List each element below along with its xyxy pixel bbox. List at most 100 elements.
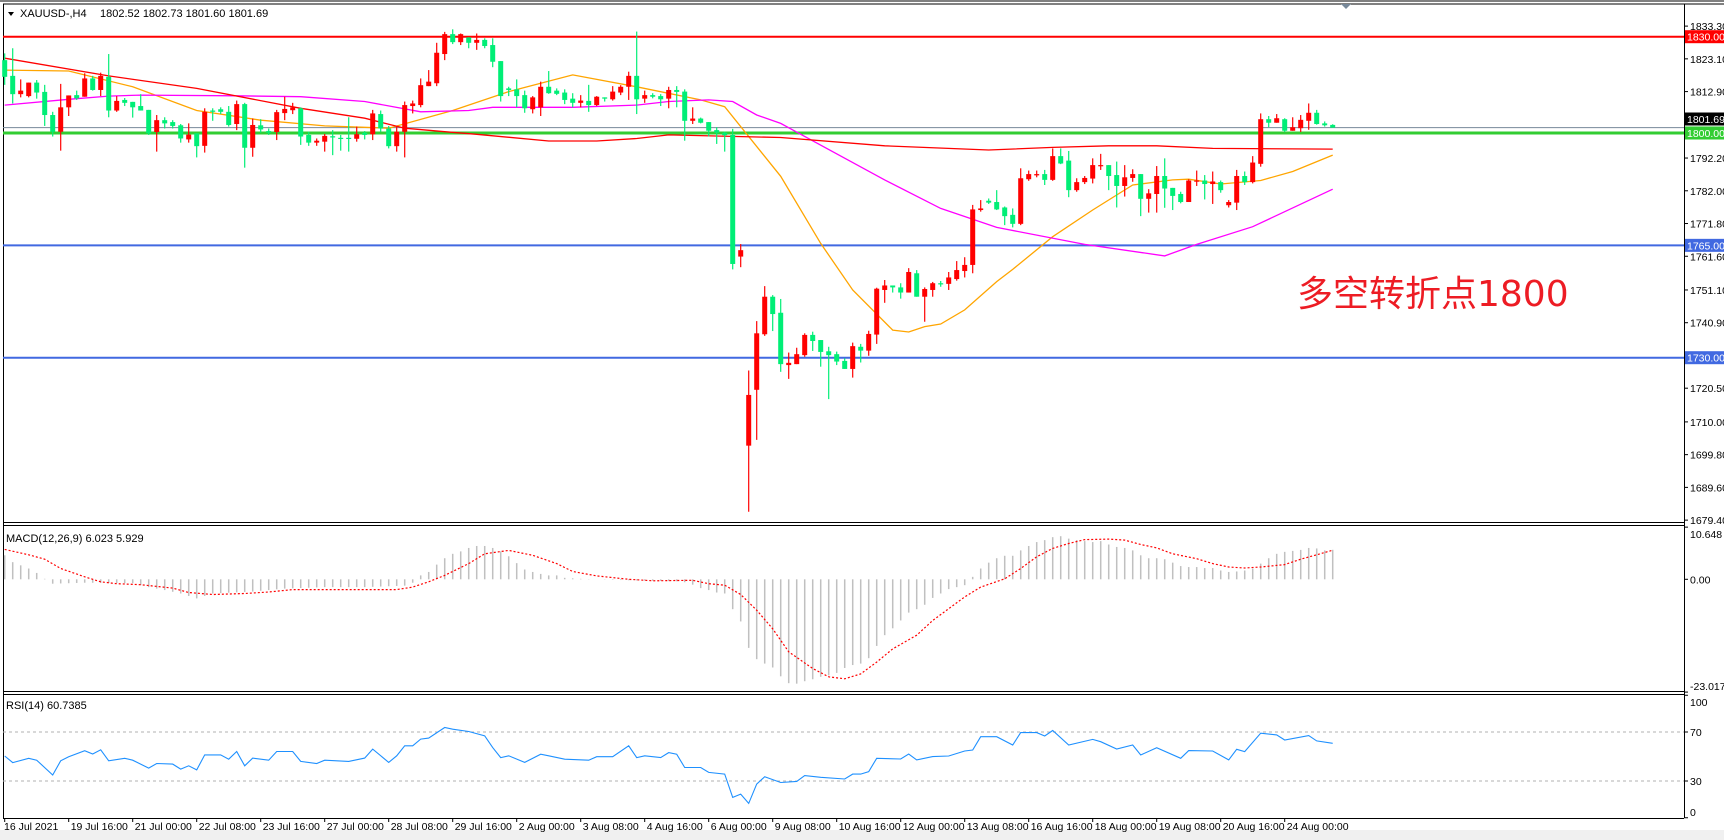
time-tick-label: 2 Aug 00:00 <box>519 821 575 833</box>
candle <box>114 96 120 112</box>
rsi-title: RSI(14) 60.7385 <box>6 700 87 712</box>
candle <box>1074 178 1080 192</box>
candle-body <box>1234 176 1240 203</box>
candle-body <box>762 296 768 335</box>
candle <box>594 96 600 107</box>
candle <box>1098 153 1104 170</box>
candle <box>626 71 632 100</box>
candle <box>1018 168 1024 226</box>
candle <box>426 70 432 87</box>
candle <box>514 79 520 108</box>
candle <box>170 120 176 129</box>
candle-body <box>602 97 608 99</box>
candle-body <box>1122 177 1128 186</box>
time-tick-label: 27 Jul 00:00 <box>327 821 384 833</box>
candle-body <box>458 34 464 43</box>
candle <box>274 109 280 141</box>
level-tag <box>1685 30 1724 44</box>
candle-body <box>714 130 720 133</box>
candle-body <box>554 90 560 94</box>
candle-body <box>1018 178 1024 224</box>
candle-body <box>130 101 136 108</box>
candle <box>746 370 752 512</box>
candle-body <box>34 82 40 93</box>
candle <box>1122 165 1128 197</box>
candle <box>698 117 704 124</box>
candle-body <box>1138 174 1144 199</box>
candle <box>1242 171 1248 186</box>
price-tick-label: 1751.10 <box>1690 285 1724 297</box>
candle <box>850 342 856 378</box>
candle <box>1066 150 1072 198</box>
candle-body <box>50 115 56 132</box>
candle-body <box>122 99 128 103</box>
candle <box>882 280 888 303</box>
candle <box>794 347 800 365</box>
candle <box>1194 170 1200 186</box>
time-tick-label: 29 Jul 16:00 <box>455 821 512 833</box>
price-tick-label: 1823.10 <box>1690 54 1724 66</box>
candle <box>418 78 424 108</box>
annotation-text: 多空转折点1800 <box>1297 274 1569 315</box>
candle <box>2 53 8 85</box>
candle-body <box>506 88 512 90</box>
candle <box>1154 166 1160 213</box>
candle-body <box>770 296 776 315</box>
candle-body <box>1106 165 1112 177</box>
time-tick-label: 23 Jul 16:00 <box>263 821 320 833</box>
symbol-menu-icon[interactable] <box>8 12 14 16</box>
candle-body <box>746 394 752 446</box>
time-tick-label: 18 Aug 00:00 <box>1095 821 1157 833</box>
candle <box>146 109 152 135</box>
candle-body <box>978 208 984 211</box>
candle-body <box>586 100 592 106</box>
panel-frames <box>0 0 1724 819</box>
candle-body <box>874 288 880 335</box>
candle-body <box>1194 180 1200 182</box>
candle <box>978 200 984 212</box>
candles <box>2 29 1336 512</box>
macd-tick-label: -23.017 <box>1690 681 1724 693</box>
candle-body <box>626 75 632 87</box>
candle <box>1274 114 1280 123</box>
candle-body <box>330 136 336 138</box>
candle-body <box>354 134 360 139</box>
candle-body <box>650 95 656 97</box>
candle <box>18 79 24 98</box>
candle-body <box>514 89 520 97</box>
candle <box>1058 148 1064 165</box>
candle-body <box>546 86 552 94</box>
time-tick-label: 16 Jul 2021 <box>4 821 58 833</box>
candle-body <box>1034 174 1040 176</box>
candle <box>1146 189 1152 213</box>
candle <box>1130 169 1136 182</box>
candle-body <box>1058 156 1064 164</box>
candle-body <box>1066 160 1072 191</box>
candle <box>450 29 456 45</box>
candle-body <box>1026 174 1032 180</box>
time-tick-label: 4 Aug 16:00 <box>647 821 703 833</box>
time-tick-label: 16 Aug 16:00 <box>1031 821 1093 833</box>
candle <box>954 261 960 281</box>
level-tag <box>1685 126 1724 140</box>
candle-body <box>418 85 424 106</box>
candle <box>714 127 720 144</box>
candle-body <box>530 97 536 110</box>
candle-body <box>210 110 216 112</box>
candle <box>1114 161 1120 208</box>
candle <box>194 133 200 158</box>
candle-body <box>730 134 736 264</box>
candle-body <box>370 113 376 135</box>
candle <box>722 131 728 152</box>
candle <box>298 107 304 145</box>
candle-body <box>986 200 992 203</box>
time-tick-label: 19 Aug 08:00 <box>1159 821 1221 833</box>
candle <box>1026 170 1032 181</box>
level-tag-label: 1730.00 <box>1687 353 1724 365</box>
candle <box>362 131 368 140</box>
candle-body <box>922 289 928 297</box>
candle-body <box>1226 202 1232 206</box>
candle <box>570 93 576 108</box>
chart-shift-marker-icon[interactable] <box>1341 4 1351 9</box>
